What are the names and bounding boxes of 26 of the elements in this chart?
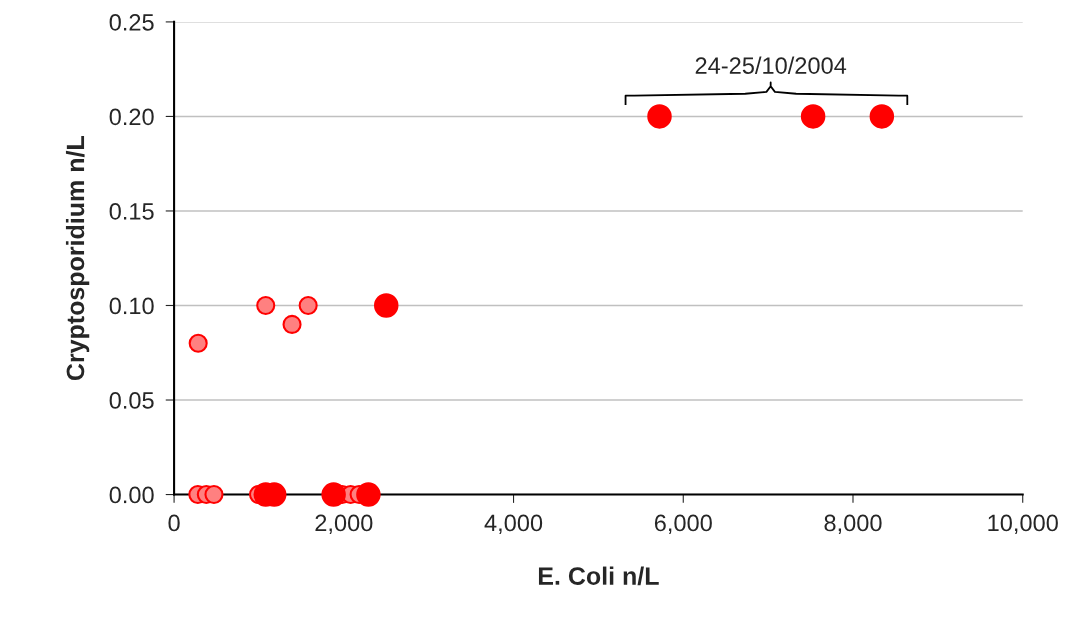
point: [256, 295, 276, 316]
x-tick-label: 0: [168, 514, 180, 532]
y-tick-label: 0.00: [109, 486, 154, 504]
point: [647, 104, 672, 129]
point: [374, 293, 399, 318]
point: [188, 333, 208, 353]
point: [869, 104, 895, 129]
annotation: 24-25/10/2004: [695, 56, 847, 74]
y-tick-label: 0.20: [109, 108, 154, 126]
y-tick-label: 0.05: [109, 392, 154, 409]
point: [800, 104, 826, 129]
point: [356, 482, 381, 507]
y-axis-title: Cryptosporidium n/L: [65, 136, 90, 381]
point: [321, 482, 346, 507]
point: [298, 295, 318, 316]
x-tick-label: 6,000: [654, 514, 712, 535]
y-tick-label: 0.15: [109, 203, 154, 220]
y-tick-label: 0.10: [109, 297, 154, 315]
x-axis-title: E. Coli n/L: [538, 566, 659, 586]
point: [282, 314, 302, 334]
y-tick-label: 0.25: [109, 13, 154, 31]
x-tick-label: 4,000: [484, 514, 543, 535]
x-tick-label: 2,000: [315, 514, 373, 535]
x-tick-label: 8,000: [824, 514, 882, 535]
point: [204, 485, 224, 505]
x-tick-label: 10,000: [988, 514, 1058, 535]
